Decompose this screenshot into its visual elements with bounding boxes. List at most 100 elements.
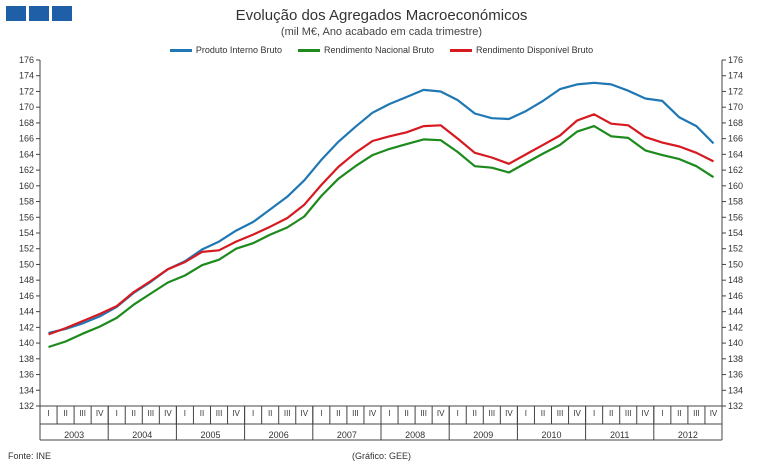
- y-tick-label-right: 162: [728, 165, 743, 175]
- y-tick-label-right: 168: [728, 118, 743, 128]
- x-tick-label-year: 2012: [678, 430, 698, 440]
- x-tick-label-quarter: II: [541, 409, 545, 418]
- legend-swatch-rdb: [450, 48, 473, 52]
- y-tick-label-right: 140: [728, 338, 743, 348]
- x-tick-label-year: 2010: [541, 430, 561, 440]
- y-tick-label-left: 136: [19, 370, 34, 380]
- x-tick-label-quarter: IV: [164, 409, 172, 418]
- y-tick-label-left: 166: [19, 134, 34, 144]
- chart-legend: Produto Interno Bruto Rendimento Naciona…: [0, 45, 763, 55]
- y-tick-label-right: 134: [728, 385, 743, 395]
- x-tick-label-quarter: II: [677, 409, 681, 418]
- x-tick-label-quarter: IV: [96, 409, 104, 418]
- y-tick-label-right: 138: [728, 354, 743, 364]
- x-tick-label-quarter: I: [184, 409, 186, 418]
- y-tick-label-right: 136: [728, 370, 743, 380]
- y-tick-label-right: 156: [728, 212, 743, 222]
- y-tick-label-left: 160: [19, 181, 34, 191]
- legend-item-pib: Produto Interno Bruto: [169, 45, 282, 55]
- x-tick-label-quarter: IV: [505, 409, 513, 418]
- y-tick-label-left: 172: [19, 86, 34, 96]
- chart-title: Evolução dos Agregados Macroeconómicos: [235, 7, 528, 24]
- y-tick-label-right: 164: [728, 149, 743, 159]
- x-tick-label-year: 2006: [269, 430, 289, 440]
- legend-label-rnb: Rendimento Nacional Bruto: [323, 45, 435, 55]
- x-tick-label-quarter: II: [336, 409, 340, 418]
- y-tick-label-right: 158: [728, 197, 743, 207]
- x-tick-label-quarter: I: [252, 409, 254, 418]
- y-tick-label-right: 142: [728, 322, 743, 332]
- y-tick-label-right: 148: [728, 275, 743, 285]
- y-tick-label-right: 146: [728, 291, 743, 301]
- logo: [6, 6, 72, 21]
- y-tick-label-right: 154: [728, 228, 743, 238]
- x-tick-label-quarter: IV: [710, 409, 718, 418]
- legend-swatch-rnb: [297, 48, 320, 52]
- x-tick-label-quarter: III: [147, 409, 154, 418]
- x-tick-label-quarter: II: [473, 409, 477, 418]
- y-tick-label-right: 166: [728, 134, 743, 144]
- y-tick-label-right: 172: [728, 86, 743, 96]
- y-tick-label-left: 174: [19, 71, 34, 81]
- y-tick-label-left: 170: [19, 102, 34, 112]
- footer-credit: (Gráfico: GEE): [352, 451, 412, 461]
- y-tick-label-left: 132: [19, 401, 34, 411]
- x-tick-label-quarter: I: [593, 409, 595, 418]
- y-tick-label-right: 152: [728, 244, 743, 254]
- y-tick-label-right: 144: [728, 307, 743, 317]
- y-tick-label-right: 160: [728, 181, 743, 191]
- legend-swatch-pib: [169, 48, 192, 52]
- y-tick-label-right: 150: [728, 259, 743, 269]
- x-tick-label-quarter: IV: [232, 409, 240, 418]
- y-tick-label-left: 140: [19, 338, 34, 348]
- x-tick-label-quarter: I: [116, 409, 118, 418]
- y-tick-label-left: 134: [19, 385, 34, 395]
- x-tick-label-quarter: I: [457, 409, 459, 418]
- x-tick-label-quarter: IV: [573, 409, 581, 418]
- y-tick-label-left: 138: [19, 354, 34, 364]
- chart-subtitle: (mil M€, Ano acabado em cada trimestre): [280, 26, 483, 38]
- x-tick-label-quarter: IV: [641, 409, 649, 418]
- y-tick-label-right: 176: [728, 55, 743, 65]
- x-tick-label-quarter: III: [284, 409, 291, 418]
- y-tick-label-left: 162: [19, 165, 34, 175]
- x-tick-label-quarter: III: [79, 409, 86, 418]
- y-tick-label-left: 164: [19, 149, 34, 159]
- x-tick-label-quarter: III: [488, 409, 495, 418]
- y-tick-label-left: 156: [19, 212, 34, 222]
- x-tick-label-quarter: II: [404, 409, 408, 418]
- x-tick-label-quarter: IV: [300, 409, 308, 418]
- x-tick-label-quarter: I: [388, 409, 390, 418]
- y-tick-label-left: 146: [19, 291, 34, 301]
- x-tick-label-quarter: III: [420, 409, 427, 418]
- y-tick-label-left: 142: [19, 322, 34, 332]
- y-tick-label-left: 144: [19, 307, 34, 317]
- logo-square: [52, 6, 72, 21]
- x-tick-label-year: 2003: [64, 430, 84, 440]
- y-tick-label-left: 150: [19, 259, 34, 269]
- y-tick-label-left: 148: [19, 275, 34, 285]
- x-tick-label-quarter: II: [200, 409, 204, 418]
- y-tick-label-left: 158: [19, 197, 34, 207]
- logo-square: [6, 6, 26, 21]
- legend-label-rdb: Rendimento Disponível Bruto: [476, 45, 594, 55]
- y-tick-label-left: 152: [19, 244, 34, 254]
- legend-label-pib: Produto Interno Bruto: [195, 45, 282, 55]
- x-tick-label-year: 2009: [473, 430, 493, 440]
- y-tick-label-right: 132: [728, 401, 743, 411]
- x-tick-label-year: 2004: [132, 430, 152, 440]
- x-tick-label-year: 2011: [610, 430, 629, 440]
- x-tick-label-quarter: III: [625, 409, 632, 418]
- y-tick-label-right: 174: [728, 71, 743, 81]
- logo-square: [29, 6, 49, 21]
- x-tick-label-quarter: III: [352, 409, 359, 418]
- y-tick-label-left: 168: [19, 118, 34, 128]
- series-line-rnb: [48, 124, 715, 349]
- x-tick-label-quarter: III: [557, 409, 564, 418]
- x-tick-label-quarter: I: [320, 409, 322, 418]
- x-tick-label-quarter: I: [661, 409, 663, 418]
- x-tick-label-year: 2008: [405, 430, 425, 440]
- x-tick-label-quarter: II: [268, 409, 272, 418]
- y-tick-label-left: 154: [19, 228, 34, 238]
- x-tick-label-quarter: II: [132, 409, 136, 418]
